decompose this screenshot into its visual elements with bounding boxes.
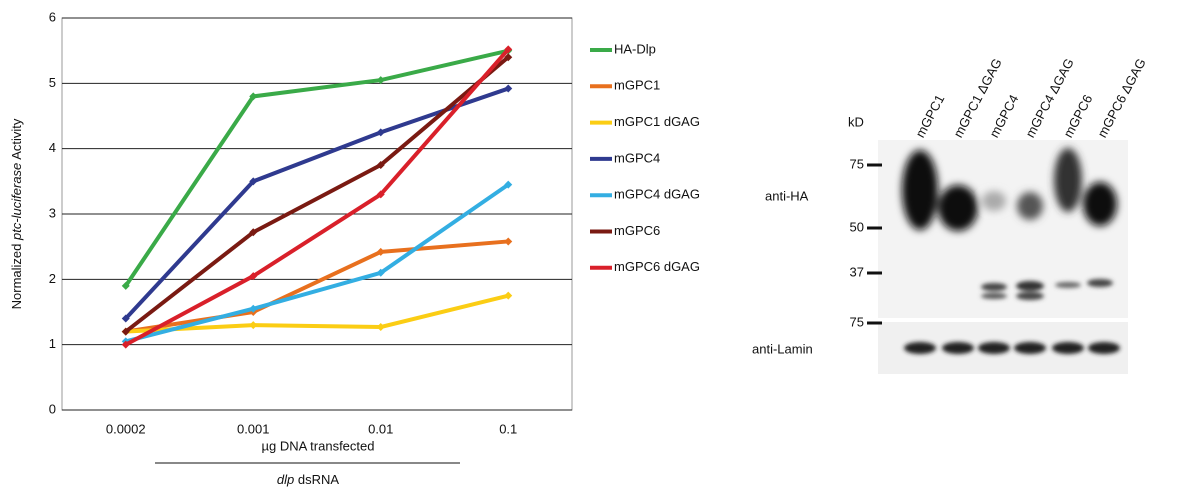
x-tick-label: 0.0002 bbox=[106, 421, 146, 436]
marker-label: 50 bbox=[850, 219, 864, 234]
y-tick-label: 1 bbox=[49, 336, 56, 351]
legend-label: HA-Dlp bbox=[614, 41, 656, 56]
blot bbox=[878, 140, 1128, 374]
point bbox=[504, 237, 512, 245]
y-tick-label: 6 bbox=[49, 9, 56, 24]
series-line bbox=[126, 51, 509, 286]
legend-label: mGPC1 dGAG bbox=[614, 114, 700, 129]
y-tick-label: 0 bbox=[49, 401, 56, 416]
antibody-label: anti-Lamin bbox=[752, 341, 813, 356]
y-tick-label: 5 bbox=[49, 75, 56, 90]
lane-label: mGPC1 bbox=[912, 92, 947, 140]
legend-label: mGPC4 dGAG bbox=[614, 187, 700, 202]
y-tick-label: 4 bbox=[49, 140, 56, 155]
lane-label: mGPC6 ΔGAG bbox=[1094, 56, 1148, 140]
legend-label: mGPC4 bbox=[614, 150, 660, 165]
point bbox=[504, 292, 512, 300]
y-tick-label: 3 bbox=[49, 205, 56, 220]
marker-label: 75 bbox=[850, 156, 864, 171]
point bbox=[249, 321, 257, 329]
marker-label: 75 bbox=[850, 314, 864, 329]
kd-label: kD bbox=[848, 114, 864, 129]
antibody-label: anti-HA bbox=[765, 188, 809, 203]
legend-label: mGPC6 bbox=[614, 223, 660, 238]
legend-label: mGPC1 bbox=[614, 78, 660, 93]
figure: Normalized ptc-luciferase Activity µg DN… bbox=[0, 0, 1181, 490]
series-line bbox=[126, 185, 509, 342]
lane-label: mGPC6 bbox=[1060, 92, 1095, 140]
legend-label: mGPC6 dGAG bbox=[614, 259, 700, 274]
x-axis-label-2: dlp dsRNA bbox=[277, 472, 339, 487]
lane-label: mGPC4 bbox=[986, 92, 1021, 140]
y-tick-label: 2 bbox=[49, 271, 56, 286]
marker-label: 37 bbox=[850, 264, 864, 279]
x-tick-label: 0.001 bbox=[237, 421, 270, 436]
x-tick-label: 0.01 bbox=[368, 421, 393, 436]
x-axis-label: µg DNA transfected bbox=[262, 438, 375, 453]
y-axis-label: Normalized ptc-luciferase Activity bbox=[9, 118, 24, 309]
x-tick-label: 0.1 bbox=[499, 421, 517, 436]
point bbox=[377, 323, 385, 331]
